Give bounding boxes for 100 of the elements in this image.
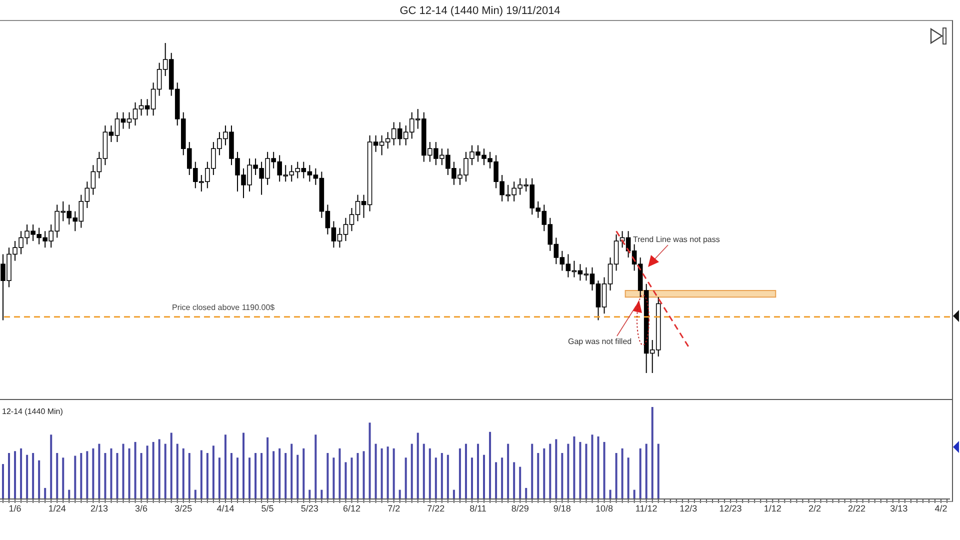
bar (206, 453, 208, 499)
bar (200, 450, 202, 499)
bar (579, 442, 582, 499)
bar (260, 453, 263, 499)
bar (386, 446, 389, 499)
bar (392, 448, 395, 499)
bar (591, 434, 594, 499)
bar (549, 444, 552, 499)
bar (543, 448, 546, 499)
x-tick-label: 8/11 (470, 503, 486, 514)
bar (158, 439, 160, 499)
bar (296, 454, 299, 499)
bar (2, 464, 4, 499)
bar (110, 448, 112, 499)
bar (458, 448, 461, 499)
bar (116, 453, 118, 499)
bar (128, 448, 130, 499)
bar (597, 436, 600, 499)
x-tick-label: 1/6 (8, 503, 22, 514)
bar (74, 456, 76, 499)
bar (440, 453, 443, 499)
bar (561, 453, 564, 499)
bar (62, 458, 64, 499)
bar (320, 490, 323, 499)
bar (495, 462, 498, 499)
bar (404, 458, 407, 499)
bar (194, 490, 196, 499)
bar (519, 466, 522, 499)
bar (314, 434, 317, 499)
bar (428, 448, 431, 499)
x-tick-label: 2/22 (848, 503, 866, 514)
bar (182, 448, 184, 499)
bar (242, 432, 245, 499)
bar (284, 453, 287, 499)
bar (20, 448, 22, 499)
bar (338, 448, 341, 499)
bar (68, 490, 70, 499)
x-tick-label: 5/23 (300, 503, 318, 514)
bar (507, 444, 510, 499)
bar (146, 446, 148, 499)
bar (452, 490, 455, 499)
bar (248, 458, 251, 499)
bar (603, 442, 606, 499)
bar (446, 454, 449, 499)
bar (290, 444, 293, 499)
bar (308, 490, 311, 499)
bar (483, 454, 486, 499)
bar (410, 444, 413, 499)
bar (26, 454, 28, 499)
x-tick-label: 1/24 (48, 503, 66, 514)
bar (218, 458, 220, 499)
bar (434, 458, 437, 499)
bar (609, 490, 612, 499)
chart-title: 12-14 (1440 Min) (2, 407, 64, 416)
bar (380, 448, 383, 499)
bar (86, 451, 88, 499)
bar (266, 437, 269, 499)
bar (104, 453, 106, 499)
x-tick-label: 10/8 (596, 503, 614, 514)
x-tick-label: 3/25 (174, 503, 192, 514)
bar (344, 462, 347, 499)
x-tick-label: 2/2 (808, 503, 821, 514)
bar (98, 444, 100, 499)
chart-title: GC 12-14 (1440 Min) 19/11/2014 (400, 5, 560, 17)
bar (212, 446, 214, 499)
bar (489, 432, 492, 499)
x-tick-label: 9/18 (553, 503, 571, 514)
bar (501, 458, 504, 499)
bar (627, 458, 630, 499)
bar (464, 444, 467, 499)
bar (38, 460, 40, 499)
bar (350, 458, 353, 499)
x-tick-label: 5/5 (261, 503, 274, 514)
bar (56, 453, 58, 499)
annotation: Trend Line was not pass (633, 235, 720, 244)
bar (362, 451, 365, 499)
bar (230, 453, 232, 499)
bar (236, 458, 238, 499)
bar (567, 444, 570, 499)
x-tick-label: 1/12 (764, 503, 782, 514)
bar (302, 448, 305, 499)
x-tick-label: 4/2 (934, 503, 948, 514)
bar (639, 448, 642, 499)
bar (657, 444, 660, 499)
bar (332, 458, 335, 499)
bar (513, 462, 516, 499)
x-tick-label: 8/29 (511, 503, 529, 514)
x-tick-label: 3/6 (135, 503, 148, 514)
bar (278, 448, 281, 499)
bar (8, 453, 10, 499)
bar (170, 432, 172, 499)
bar (152, 442, 154, 499)
bar (374, 444, 377, 499)
bar (188, 453, 190, 499)
bar (585, 444, 588, 499)
ref-line-label: Price closed above 1190.00$ (172, 302, 276, 312)
x-tick-label: 2/13 (90, 503, 108, 514)
bar (272, 451, 275, 499)
annotation: Gap was not filled (568, 337, 632, 346)
bar (477, 444, 479, 499)
